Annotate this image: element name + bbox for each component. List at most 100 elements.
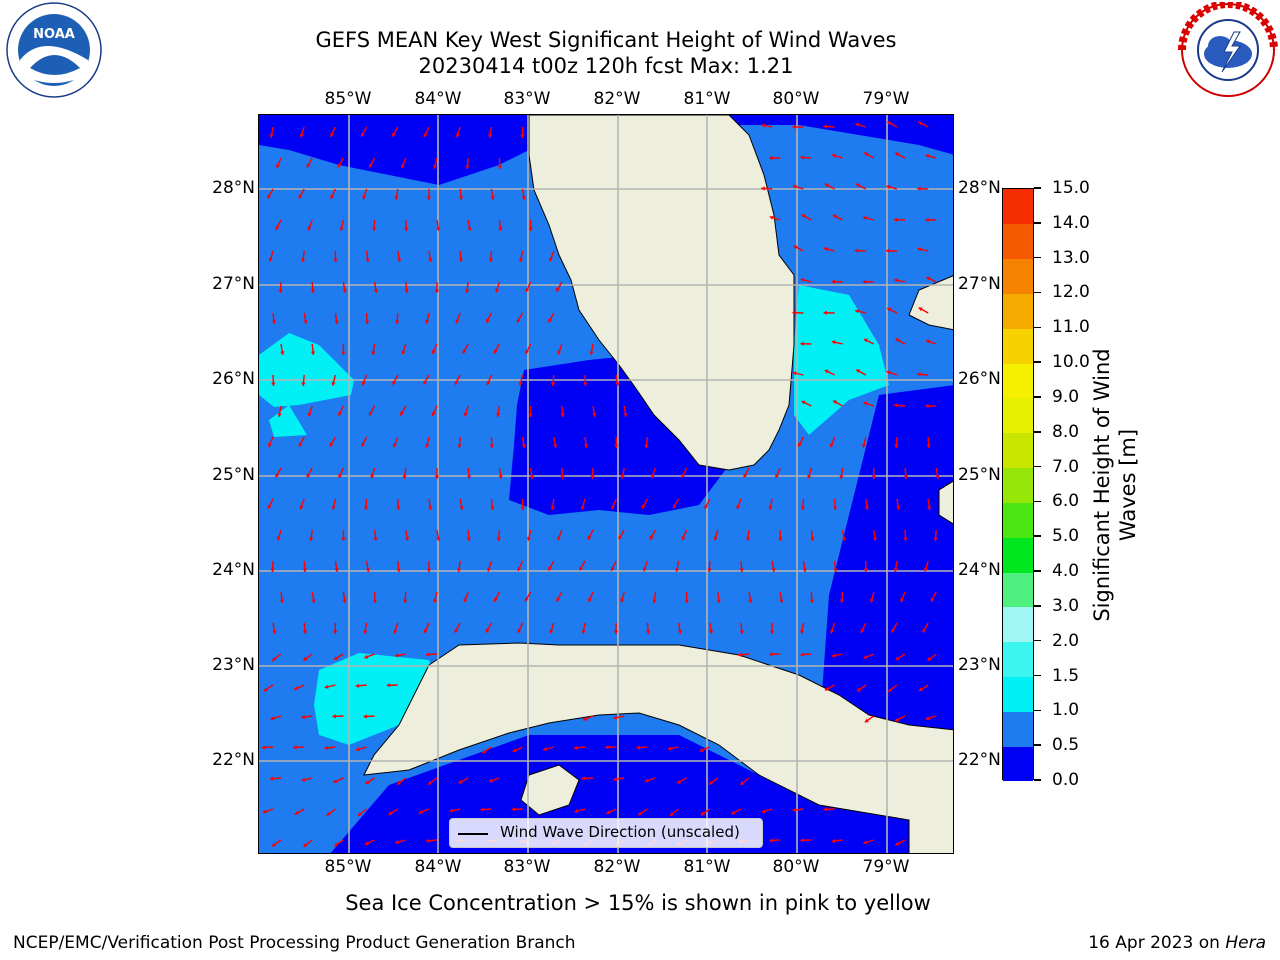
wave-direction-arrow-head — [646, 630, 651, 634]
map-panel[interactable] — [258, 114, 954, 854]
colorbar-tickmark — [1034, 465, 1041, 468]
wave-direction-arrow-head — [370, 474, 375, 479]
wave-direction-arrow-head — [298, 442, 303, 447]
wave-direction-arrow-head — [270, 776, 274, 781]
wave-direction-arrow-head — [644, 778, 649, 783]
wave-direction-arrow-head — [341, 537, 346, 541]
wave-direction-arrow-head — [326, 811, 331, 816]
lat-label-right: 25°N — [958, 465, 1001, 485]
wave-direction-arrow-head — [397, 780, 402, 785]
colorbar-label: Significant Height of Wind Waves [m] — [1090, 348, 1140, 622]
colorbar-tick-label: 15.0 — [1052, 178, 1090, 198]
wave-direction-arrow-head — [894, 403, 898, 408]
wave-direction-arrow-head — [497, 165, 502, 169]
colorbar-segment — [1003, 467, 1033, 503]
wave-direction-arrow-head — [356, 747, 360, 752]
wave-direction-arrow-head — [769, 215, 774, 220]
wave-direction-arrow-head — [310, 351, 316, 355]
wave-direction-arrow-head — [623, 413, 628, 417]
lon-label-top: 84°W — [414, 89, 462, 109]
wave-direction-arrow-head — [493, 597, 498, 602]
wave-direction-arrow-head — [521, 196, 526, 200]
wave-direction-arrow-head — [360, 132, 365, 137]
lon-label-bottom: 79°W — [862, 857, 910, 877]
wave-direction-arrow-head — [887, 121, 892, 126]
wave-direction-arrow-head — [810, 537, 815, 541]
colorbar-tick-label: 2.0 — [1052, 630, 1080, 651]
wave-direction-arrow-head — [824, 369, 829, 374]
wave-direction-arrow-head — [436, 227, 441, 231]
wave-direction-arrow-head — [339, 226, 344, 231]
wave-direction-arrow-head — [498, 227, 503, 231]
wave-direction-arrow-head — [894, 278, 899, 283]
wave-direction-arrow-head — [855, 122, 860, 127]
wave-direction-arrow-head — [396, 258, 402, 262]
wave-direction-arrow-head — [792, 807, 797, 813]
colorbar-segment — [1003, 223, 1033, 260]
wave-direction-arrow-head — [490, 196, 495, 200]
wave-direction-arrow-head — [342, 289, 347, 293]
colorbar-tick-label: 1.5 — [1052, 665, 1080, 686]
wave-direction-arrow-head — [704, 504, 709, 509]
chart-subtitle: 20230414 t00z 120h fcst Max: 1.21 — [418, 54, 794, 78]
wave-direction-arrow-head — [365, 568, 371, 572]
wave-direction-arrow-head — [301, 777, 306, 782]
wave-direction-arrow-head — [496, 537, 502, 541]
wave-direction-arrow-head — [833, 568, 838, 572]
colorbar-tick-label: 8.0 — [1052, 421, 1080, 442]
wave-direction-arrow-head — [793, 245, 798, 250]
wave-direction-arrow-head — [768, 506, 773, 510]
wave-direction-arrow-head — [303, 320, 308, 324]
wave-direction-arrow-head — [485, 628, 490, 633]
wave-direction-arrow-head — [458, 196, 464, 200]
wave-direction-arrow-head — [433, 598, 438, 603]
wave-direction-arrow-head — [465, 165, 470, 169]
wave-direction-arrow-head — [402, 475, 407, 479]
wave-direction-arrow-head — [418, 809, 423, 814]
wave-direction-arrow-head — [769, 630, 775, 634]
wave-direction-arrow-head — [396, 568, 401, 572]
colorbar-tickmark — [1034, 222, 1041, 224]
wave-direction-arrow-head — [334, 842, 339, 847]
wave-direction-arrow-head — [489, 444, 494, 448]
wave-direction-arrow-head — [525, 349, 530, 354]
wave-direction-arrow-head — [792, 310, 796, 315]
wave-direction-arrow-head — [775, 474, 779, 479]
wave-direction-arrow-head — [518, 381, 523, 386]
wave-direction-arrow-head — [792, 184, 797, 189]
wave-direction-arrow-head — [799, 630, 805, 634]
wave-direction-arrow-head — [669, 812, 674, 816]
wave-direction-arrow-head — [574, 745, 578, 750]
wave-direction-arrow-head — [887, 307, 892, 312]
colorbar-tickmark — [1034, 605, 1041, 607]
wave-direction-arrow-head — [262, 809, 267, 814]
wave-direction-arrow-head — [618, 535, 623, 540]
colorbar-tickmark — [1034, 361, 1041, 363]
wave-direction-arrow-head — [324, 745, 329, 751]
wave-direction-arrow-head — [364, 320, 370, 324]
colorbar-tickmark — [1034, 709, 1041, 712]
wave-direction-arrow-head — [307, 226, 312, 231]
lat-label-right: 26°N — [958, 369, 1001, 389]
wave-direction-arrow-head — [809, 599, 814, 603]
lat-label-left: 28°N — [212, 178, 255, 198]
wave-direction-arrow-head — [797, 442, 802, 447]
wave-direction-arrow-head — [801, 400, 806, 405]
wave-direction-arrow-head — [550, 382, 556, 386]
wave-field-high-west-small — [269, 405, 307, 437]
wave-direction-arrow-head — [363, 630, 368, 634]
colorbar-segment — [1003, 189, 1033, 225]
wave-direction-arrow-head — [861, 443, 867, 448]
wave-direction-arrow-head — [700, 811, 705, 816]
wave-direction-arrow-head — [606, 810, 611, 815]
wave-direction-arrow-head — [333, 656, 338, 660]
wave-direction-arrow-head — [854, 248, 859, 253]
wave-direction-arrow-head — [832, 153, 836, 158]
wave-direction-arrow-head — [526, 536, 532, 541]
wave-direction-arrow-head — [272, 656, 277, 661]
wave-direction-arrow-head — [556, 287, 560, 292]
wave-direction-arrow-head — [369, 163, 373, 168]
wave-direction-arrow-head — [590, 475, 595, 479]
colorbar-tick-label: 9.0 — [1052, 386, 1080, 407]
